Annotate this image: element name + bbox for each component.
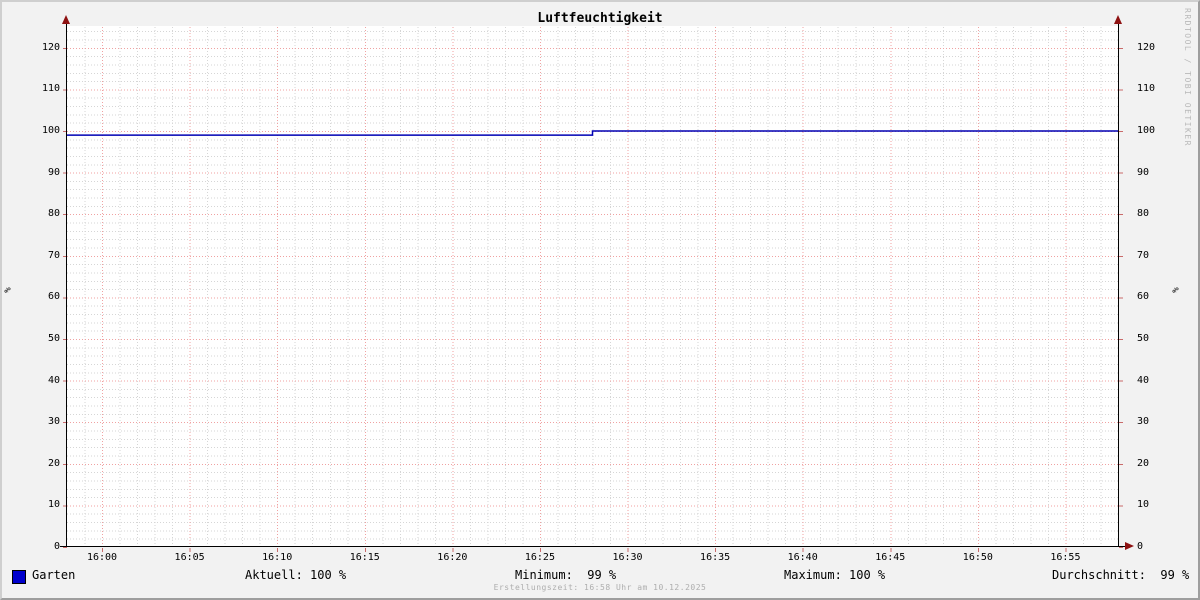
- stat-aktuell: Aktuell: 100 %: [245, 568, 347, 582]
- x-tick-label: 16:00: [86, 552, 118, 563]
- x-tick-label: 16:15: [349, 552, 380, 563]
- y-tick-label: 40: [1137, 374, 1150, 386]
- x-axis-line: [60, 546, 1126, 547]
- x-tick-label: 16:55: [1050, 552, 1081, 563]
- x-tick-label: 16:40: [787, 552, 818, 563]
- stat-minimum: Minimum: 99 %: [515, 568, 617, 582]
- y-tick-label: 100: [41, 125, 60, 136]
- y-tick-label: 20: [1137, 457, 1150, 469]
- y-tick-label: 60: [1137, 291, 1150, 303]
- rrdtool-watermark: RRDTOOL / TOBI OETIKER: [1183, 8, 1192, 147]
- y-tick-label: 0: [53, 541, 60, 552]
- y-tick-label: 10: [1137, 499, 1150, 511]
- x-tick-label: 16:30: [612, 552, 643, 563]
- y-tick-label: 120: [1137, 41, 1156, 53]
- x-tick-label: 16:50: [962, 552, 993, 563]
- y-tick-label: 120: [41, 41, 60, 53]
- y-tick-label: 110: [1137, 83, 1156, 95]
- y-tick-label: 50: [1137, 333, 1150, 344]
- stat-maximum: Maximum: 100 %: [784, 568, 886, 582]
- y-tick-label: 110: [41, 83, 60, 95]
- x-tick-label: 16:25: [524, 552, 555, 563]
- plot-area: [66, 26, 1118, 546]
- y-tick-label: 60: [47, 291, 60, 303]
- y-tick-label: 90: [47, 166, 60, 178]
- y-tick-label: 30: [1137, 416, 1150, 428]
- y-axis-arrow-left-icon: [62, 15, 70, 24]
- chart-title: Luftfeuchtigkeit: [537, 11, 663, 26]
- x-tick-label: 16:05: [174, 552, 205, 563]
- y-tick-label: 80: [1137, 208, 1150, 220]
- x-tick-label: 16:20: [437, 552, 468, 563]
- y-tick-label: 90: [1137, 166, 1150, 178]
- y-tick-label: 80: [47, 208, 60, 220]
- y-tick-label: 70: [47, 249, 60, 261]
- x-axis-arrow-icon: [1125, 542, 1134, 550]
- y-tick-label: 10: [47, 499, 60, 511]
- creation-time-footer: Erstellungszeit: 16:58 Uhr am 10.12.2025: [493, 583, 707, 592]
- x-tick-label: 16:45: [875, 552, 906, 563]
- y-axis-left-line: [66, 22, 67, 547]
- y-tick-label: 100: [1137, 125, 1156, 136]
- y-tick-label: 70: [1137, 249, 1150, 261]
- y-tick-label: 0: [1137, 541, 1144, 552]
- y-axis-right-line: [1118, 22, 1119, 547]
- y-tick-label: 20: [47, 457, 60, 469]
- y-tick-label: 30: [47, 416, 60, 428]
- y-axis-arrow-right-icon: [1114, 15, 1122, 24]
- y-tick-label: 50: [47, 333, 60, 344]
- y-tick-label: 40: [47, 374, 60, 386]
- x-tick-label: 16:35: [700, 552, 731, 563]
- stat-durchschnitt: Durchschnitt: 99 %: [1052, 568, 1190, 582]
- legend-color-swatch: [12, 570, 26, 584]
- x-tick-label: 16:10: [262, 552, 293, 563]
- legend-series-label: Garten: [32, 568, 76, 582]
